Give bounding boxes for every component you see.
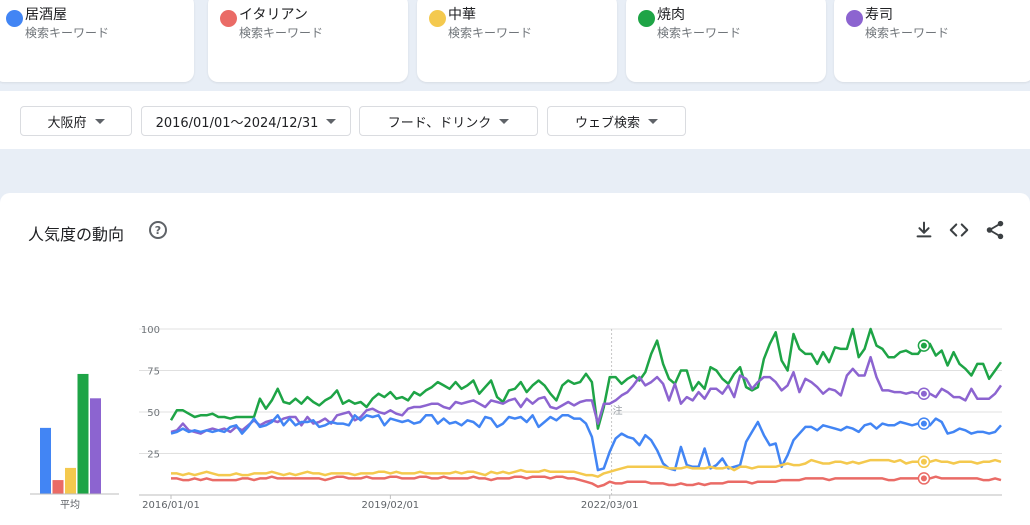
keyword-term: 焼肉 xyxy=(657,7,685,23)
keyword-card[interactable]: イタリアン 検索キーワード xyxy=(208,0,408,82)
caret-down-icon xyxy=(648,118,658,124)
caret-down-icon xyxy=(499,118,510,124)
keyword-term: 寿司 xyxy=(865,7,893,23)
search-type-label: ウェブ検索 xyxy=(574,115,640,131)
period-label: 2016/01/01～2024/12/31 xyxy=(155,115,319,131)
period-dropdown[interactable]: 2016/01/01～2024/12/31 xyxy=(141,106,351,136)
keyword-type: 検索キーワード xyxy=(448,26,533,40)
keyword-card[interactable]: 焼肉 検索キーワード xyxy=(626,0,826,82)
keyword-cards: 居酒屋 検索キーワード イタリアン 検索キーワード 中華 検索キーワード 焼肉 … xyxy=(0,0,1030,84)
category-dropdown[interactable]: フード、ドリンク xyxy=(359,106,538,136)
caret-down-icon xyxy=(94,118,105,124)
keyword-term: イタリアン xyxy=(239,7,308,23)
keyword-card[interactable]: 中華 検索キーワード xyxy=(417,0,617,82)
share-icon[interactable] xyxy=(984,219,1006,241)
keyword-card[interactable]: 居酒屋 検索キーワード xyxy=(0,0,194,82)
interest-over-time-panel: 人気度の動向 ? xyxy=(0,193,1030,525)
panel-title: 人気度の動向 xyxy=(28,225,125,244)
series-color-dot xyxy=(6,10,23,27)
keyword-type: 検索キーワード xyxy=(657,26,742,40)
search-type-dropdown[interactable]: ウェブ検索 xyxy=(547,106,686,136)
embed-code-icon[interactable] xyxy=(948,219,970,241)
keyword-term: 中華 xyxy=(448,7,476,23)
series-color-dot xyxy=(220,10,237,27)
caret-down-icon xyxy=(326,118,337,124)
region-dropdown[interactable]: 大阪府 xyxy=(20,106,132,136)
keyword-card[interactable]: 寿司 検索キーワード xyxy=(834,0,1030,82)
series-color-dot xyxy=(429,10,446,27)
keyword-type: 検索キーワード xyxy=(239,26,324,40)
category-label: フード、ドリンク xyxy=(387,115,492,131)
download-icon[interactable] xyxy=(913,219,935,241)
series-color-dot xyxy=(638,10,655,27)
help-circle-icon[interactable]: ? xyxy=(149,221,167,239)
keyword-type: 検索キーワード xyxy=(25,26,110,40)
filter-bar: 大阪府 2016/01/01～2024/12/31 フード、ドリンク ウェブ検索 xyxy=(0,91,1030,149)
series-color-dot xyxy=(846,10,863,27)
keyword-type: 検索キーワード xyxy=(865,26,950,40)
region-label: 大阪府 xyxy=(47,115,87,131)
keyword-term: 居酒屋 xyxy=(25,7,67,23)
